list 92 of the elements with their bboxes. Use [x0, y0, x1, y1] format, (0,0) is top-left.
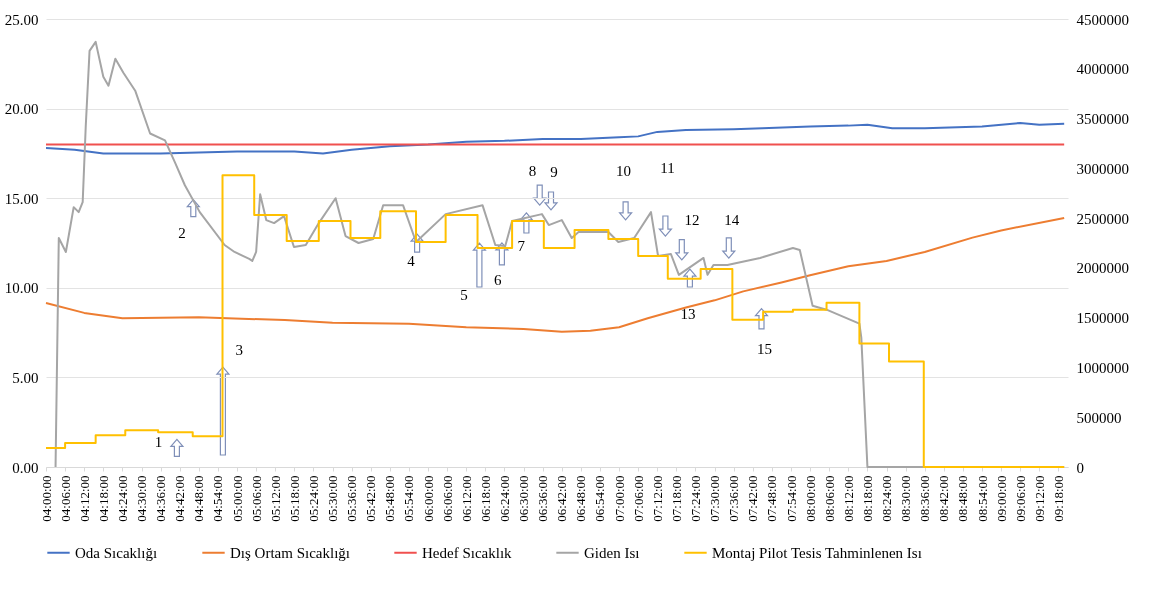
line-series	[45, 121, 1066, 155]
x-tick-label: 09:06:00	[1012, 475, 1028, 522]
y2-tick-label: 4000000	[1076, 61, 1129, 78]
x-tick-label: 06:42:00	[554, 475, 570, 522]
x-tick-label: 06:24:00	[496, 475, 512, 522]
y-tick-label: 25.00	[4, 11, 39, 28]
x-tick-label: 07:24:00	[688, 475, 703, 522]
y2-tick-label: 0	[1076, 459, 1084, 476]
x-tick-label: 05:36:00	[344, 475, 360, 522]
y-tick-label: 5.00	[12, 369, 39, 386]
x-tick-label: 07:30:00	[707, 475, 723, 522]
x-tick-label: 08:30:00	[898, 475, 914, 522]
annotation: 13	[680, 305, 696, 322]
x-tick-label: 04:06:00	[57, 475, 73, 522]
y2-tick-label: 4500000	[1076, 11, 1129, 28]
x-tick-label: 05:30:00	[325, 475, 341, 522]
x-tick-label: 05:12:00	[267, 475, 283, 522]
y2-tick-label: 3000000	[1076, 160, 1129, 177]
annotation: 5	[460, 287, 468, 304]
y-tick-label: 15.00	[4, 190, 39, 207]
x-tick-label: 05:24:00	[305, 475, 321, 522]
annotation: 9	[550, 163, 558, 180]
annotation: 14	[724, 211, 740, 228]
x-tick-label: 05:54:00	[401, 475, 417, 522]
annotation: 11	[660, 159, 675, 176]
x-tick-label: 06:18:00	[477, 475, 493, 522]
x-tick-label: 04:24:00	[114, 475, 130, 522]
annotation: 2	[178, 224, 186, 241]
annotation: 8	[528, 162, 537, 179]
x-tick-label: 09:12:00	[1031, 475, 1047, 522]
y2-tick-label: 500000	[1076, 409, 1122, 426]
legend-label: Giden Isı	[584, 544, 640, 561]
x-tick-label: 04:36:00	[153, 475, 169, 522]
y2-tick-label: 1500000	[1076, 310, 1129, 327]
x-tick-label: 07:00:00	[611, 475, 627, 522]
annotation: 6	[494, 271, 503, 288]
legend-label: Oda Sıcaklığı	[75, 544, 158, 561]
x-tick-label: 08:54:00	[974, 475, 990, 522]
x-tick-label: 08:12:00	[840, 475, 856, 522]
x-tick-label: 07:42:00	[745, 475, 761, 522]
x-tick-label: 08:36:00	[917, 475, 933, 522]
x-tick-label: 04:00:00	[38, 475, 54, 522]
x-tick-label: 08:18:00	[859, 475, 875, 522]
x-tick-label: 07:06:00	[630, 475, 646, 522]
legend-label: Montaj Pilot Tesis Tahminlenen Isı	[712, 544, 922, 561]
y-tick-label: 10.00	[4, 280, 39, 297]
annotation: 15	[757, 340, 773, 357]
x-tick-label: 05:06:00	[248, 475, 264, 522]
x-tick-label: 07:48:00	[764, 475, 780, 522]
x-tick-label: 06:48:00	[573, 475, 589, 522]
y2-tick-label: 1000000	[1076, 359, 1129, 376]
y2-tick-label: 3500000	[1076, 111, 1129, 128]
x-tick-label: 08:06:00	[821, 475, 837, 522]
x-tick-label: 05:48:00	[382, 475, 398, 522]
legend-label: Dış Ortam Sıcaklığı	[230, 544, 350, 561]
legend-label: Hedef Sıcaklık	[422, 544, 513, 561]
x-tick-label: 06:54:00	[592, 475, 608, 522]
x-tick-label: 07:36:00	[726, 475, 742, 522]
x-tick-label: 04:12:00	[76, 475, 92, 522]
x-tick-label: 04:54:00	[210, 475, 226, 522]
x-tick-label: 06:12:00	[458, 475, 474, 522]
x-tick-label: 05:18:00	[286, 475, 302, 522]
annotation: 10	[616, 162, 632, 179]
line-series	[45, 216, 1066, 333]
x-tick-label: 07:54:00	[783, 475, 799, 522]
x-tick-label: 04:48:00	[191, 475, 207, 522]
x-tick-label: 06:06:00	[439, 475, 455, 522]
x-tick-label: 07:12:00	[649, 475, 665, 522]
annotation: 7	[517, 237, 526, 254]
annotation: 4	[407, 253, 416, 270]
x-tick-label: 08:48:00	[955, 475, 971, 522]
x-tick-label: 05:42:00	[363, 475, 379, 522]
y2-tick-label: 2500000	[1076, 210, 1129, 227]
x-tick-label: 07:18:00	[668, 475, 684, 522]
x-tick-label: 08:42:00	[936, 475, 952, 522]
annotation: 12	[684, 211, 700, 228]
x-tick-label: 05:00:00	[229, 475, 245, 522]
x-tick-label: 04:42:00	[172, 475, 188, 522]
x-tick-label: 08:24:00	[879, 475, 895, 522]
x-tick-label: 09:18:00	[1050, 475, 1066, 522]
y2-tick-label: 2000000	[1076, 260, 1129, 277]
x-tick-label: 09:00:00	[993, 475, 1009, 522]
y-tick-label: 0.00	[12, 459, 39, 476]
annotation: 1	[154, 434, 163, 451]
x-tick-label: 04:30:00	[134, 475, 150, 522]
annotation: 3	[235, 342, 243, 359]
x-tick-label: 04:18:00	[95, 475, 111, 522]
y-tick-label: 20.00	[4, 101, 39, 118]
x-tick-label: 06:36:00	[535, 475, 551, 522]
x-tick-label: 08:00:00	[802, 475, 818, 522]
x-tick-label: 06:00:00	[420, 475, 436, 522]
x-tick-label: 06:30:00	[516, 475, 532, 522]
